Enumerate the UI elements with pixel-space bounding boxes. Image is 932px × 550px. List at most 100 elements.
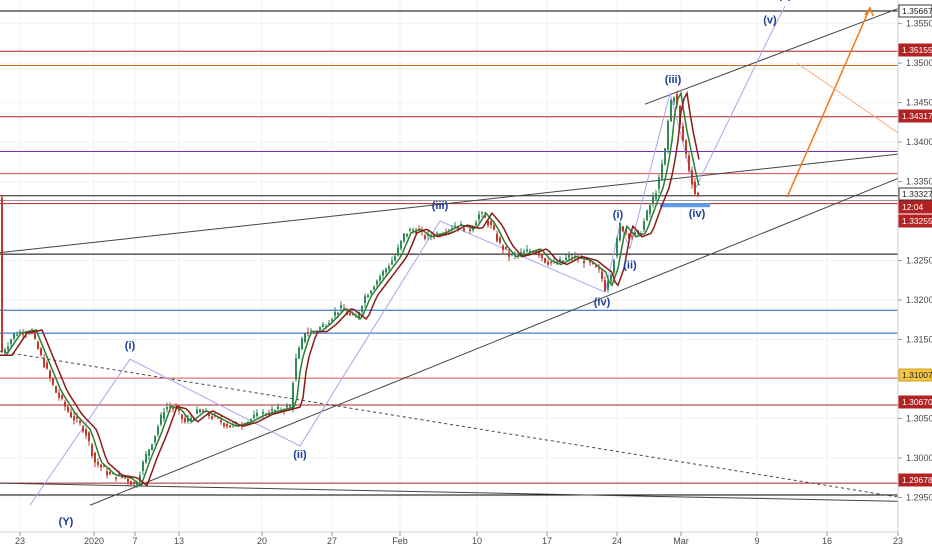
candle-body — [73, 416, 75, 421]
candle-body — [634, 232, 636, 235]
candle-body — [541, 253, 543, 259]
candle-body — [142, 461, 144, 471]
trendline[interactable] — [644, 7, 901, 105]
wave-label: (ii) — [293, 449, 307, 461]
time-tick-label: 23 — [15, 536, 25, 546]
time-tick-label: 27 — [327, 536, 337, 546]
wave-label: (iv) — [594, 297, 611, 309]
candle-body — [253, 414, 255, 418]
candle-body — [496, 234, 498, 242]
candle-body — [655, 193, 657, 200]
candle-body — [502, 245, 504, 251]
candle-body — [103, 465, 105, 468]
candle-body — [34, 333, 36, 339]
projection-arrowhead-icon — [864, 6, 874, 17]
candle-body — [559, 258, 561, 262]
candle-body — [277, 406, 279, 409]
candle-body — [649, 205, 651, 214]
projection-arrow[interactable] — [786, 7, 871, 198]
candle-body — [511, 254, 513, 256]
trendlines[interactable] — [0, 6, 901, 506]
candle-body — [64, 401, 66, 407]
candle-body — [592, 262, 594, 264]
candle-body — [349, 312, 351, 315]
candle-body — [460, 223, 462, 225]
candle-body — [133, 481, 135, 484]
candle-body — [379, 276, 381, 281]
candle-body — [397, 247, 399, 256]
time-tick-label: 23 — [893, 536, 903, 546]
time-axis-ticks: 23 2020 7 13 20 27 Feb 10 17 24 Mar 9 16 23 — [15, 532, 903, 546]
wave-label: (iii) — [665, 74, 682, 86]
candle-body — [223, 423, 225, 427]
candle-body — [319, 327, 321, 330]
time-tick-label: 9 — [754, 536, 759, 546]
candle-body — [568, 255, 570, 258]
time-tick-label: Feb — [392, 536, 408, 546]
candle-body — [148, 449, 150, 457]
price-badge — [898, 214, 932, 228]
candle-body — [454, 225, 456, 227]
candle-body — [19, 331, 21, 333]
candle-body — [493, 225, 495, 230]
trendline[interactable] — [0, 482, 901, 502]
price-tick-label: 1.33500 — [906, 177, 932, 187]
candle-body — [67, 406, 69, 412]
trendline[interactable] — [89, 177, 901, 506]
candle-body — [271, 409, 273, 412]
wave-label: (v) — [763, 15, 777, 27]
candle-body — [544, 258, 546, 263]
candle-body — [550, 261, 552, 263]
candle-body — [199, 409, 201, 413]
candle-body — [391, 260, 393, 265]
candle-body — [106, 471, 108, 476]
candle-body — [367, 295, 369, 298]
candle-body — [310, 330, 312, 332]
candle-body — [682, 126, 684, 141]
moving-average-slow — [0, 90, 700, 487]
candle-body — [520, 252, 522, 254]
candle-body — [337, 312, 339, 315]
candle-body — [178, 408, 180, 411]
candle-body — [16, 334, 18, 336]
candle-body — [664, 148, 666, 165]
wave-label: (ii) — [623, 259, 637, 271]
trendline[interactable] — [0, 153, 901, 254]
candle-body — [94, 452, 96, 463]
price-axis-panel[interactable] — [898, 0, 932, 550]
candle-body — [85, 429, 87, 436]
candle-body — [448, 229, 450, 231]
candle-body — [10, 339, 12, 344]
candle-body — [385, 268, 387, 273]
candle-body — [583, 260, 585, 264]
price-badge — [898, 395, 932, 409]
candle-body — [433, 236, 435, 238]
trendline[interactable] — [0, 350, 901, 498]
price-badge — [898, 4, 932, 18]
time-axis-panel[interactable] — [0, 532, 932, 550]
candle-body — [619, 223, 621, 241]
candle-body — [331, 319, 333, 321]
candle-body — [58, 392, 60, 398]
candle-body — [220, 420, 222, 423]
candle-body — [676, 94, 678, 105]
wave-label: (iii) — [432, 200, 449, 212]
candle-body — [382, 271, 384, 276]
candle-body — [403, 233, 405, 242]
projection-faint-line[interactable] — [796, 62, 901, 135]
candle-body — [40, 348, 42, 355]
wave-label: (v) — [778, 0, 792, 1]
candle-body — [499, 237, 501, 243]
candle-body — [394, 256, 396, 261]
price-tick-label: 1.35500 — [906, 19, 932, 29]
candle-body — [622, 226, 624, 232]
price-badge — [898, 473, 932, 487]
candle-body — [100, 464, 102, 468]
support-zone-box[interactable] — [660, 203, 710, 208]
candle-body — [685, 140, 687, 155]
candle-body — [589, 261, 591, 263]
candle-body — [328, 322, 330, 325]
candle-body — [481, 212, 483, 214]
